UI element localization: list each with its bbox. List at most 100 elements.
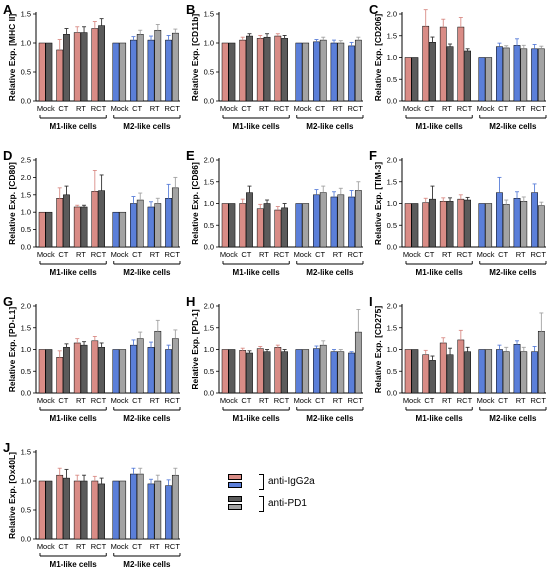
- bar-pd1-1: [246, 35, 253, 102]
- bar-igg-5: [496, 349, 503, 394]
- x-tick-label: Mock: [111, 250, 129, 259]
- bar-igg-7: [165, 39, 172, 102]
- bar-igg-4: [295, 203, 303, 248]
- y-tick-label: 0.5: [21, 367, 31, 376]
- x-tick-label: Mock: [477, 250, 495, 259]
- bar-pd1-3: [98, 190, 105, 248]
- bar-igg-5: [130, 473, 137, 540]
- bar-igg-1: [239, 350, 247, 394]
- y-tick-label: 2.0: [204, 156, 214, 165]
- panel-letter: B: [186, 2, 195, 17]
- bar-igg-1: [56, 474, 64, 540]
- x-tick-label: CT: [241, 104, 251, 113]
- bar-igg-7: [348, 196, 355, 248]
- panel-letter: C: [369, 2, 379, 17]
- panel-letter: D: [3, 148, 12, 163]
- bar-igg-2: [439, 342, 447, 394]
- bar-igg-5: [130, 203, 137, 248]
- bar-igg-1: [56, 357, 64, 394]
- x-tick-label: RT: [150, 104, 160, 113]
- y-tick-label: 2.0: [387, 10, 397, 19]
- x-tick-label: RT: [150, 396, 160, 405]
- x-tick-label: Mock: [37, 542, 55, 551]
- group-label: M1-like cells: [50, 268, 98, 277]
- bar-igg-7: [165, 485, 172, 540]
- bar-igg-4: [478, 57, 486, 102]
- x-tick-label: Mock: [220, 104, 238, 113]
- bar-pd1-6: [337, 42, 345, 102]
- x-tick-label: CT: [498, 250, 508, 259]
- group-label: M2-like cells: [123, 560, 171, 569]
- bar-igg-4: [295, 349, 303, 394]
- bar-pd1-3: [98, 483, 105, 540]
- bar-igg-4: [112, 42, 120, 102]
- bar-pd1-7: [171, 32, 179, 102]
- x-tick-label: RCT: [274, 250, 290, 259]
- panel-b: B Relative Exp. [CD11b] 0.0 0.5 1.0 1.5 Mock CT…: [183, 0, 366, 146]
- bar-pd1-4: [485, 349, 493, 394]
- bar-pd1-0: [45, 349, 53, 394]
- y-tick-label: 0.5: [387, 75, 397, 84]
- group-label: M1-like cells: [50, 122, 98, 131]
- bar-igg-4: [478, 349, 486, 394]
- bar-pd1-4: [302, 203, 310, 248]
- group-label: M2-like cells: [489, 122, 537, 131]
- x-tick-label: Mock: [403, 396, 421, 405]
- legend-swatch-m1-igg: [228, 474, 242, 480]
- bar-pd1-2: [446, 201, 454, 248]
- bar-igg-1: [422, 25, 430, 102]
- bar-pd1-6: [154, 480, 162, 540]
- bar-igg-0: [221, 349, 229, 394]
- x-tick-label: RT: [76, 104, 86, 113]
- group-label: M1-like cells: [50, 414, 98, 423]
- bar-pd1-2: [80, 32, 88, 102]
- panel-letter: I: [369, 294, 373, 309]
- panel-letter: F: [369, 148, 377, 163]
- y-tick-label: 0.5: [21, 506, 31, 515]
- y-axis-label: Relative Exp. [CD86]: [190, 162, 200, 245]
- x-tick-label: RT: [516, 250, 526, 259]
- panel-h: H Relative Exp. [PD-1] 0.0 0.5 1.0 1.5 2.0 Mock…: [183, 292, 366, 438]
- bar-igg-2: [73, 480, 81, 540]
- legend-swatches-igg: [228, 474, 242, 480]
- bar-pd1-1: [63, 477, 70, 540]
- bar-pd1-6: [337, 194, 345, 248]
- y-tick-label: 1.5: [387, 323, 397, 332]
- bar-igg-3: [457, 198, 465, 248]
- bar-igg-0: [38, 42, 46, 102]
- y-axis-label: Relative Exp. [CD11b]: [190, 14, 200, 102]
- bar-pd1-7: [537, 330, 545, 394]
- bar-pd1-6: [520, 48, 528, 102]
- bar-igg-0: [404, 349, 412, 394]
- x-tick-label: CT: [58, 542, 68, 551]
- y-axis-label: Relative Exp. [CD206]: [373, 14, 383, 102]
- y-axis-label: Relative Exp. [PD-L1]: [7, 307, 17, 393]
- bar-pd1-0: [45, 42, 53, 102]
- group-label: M2-like cells: [306, 268, 354, 277]
- bar-pd1-4: [119, 349, 127, 394]
- group-label: M1-like cells: [416, 268, 464, 277]
- bar-pd1-0: [228, 203, 236, 248]
- y-tick-label: 1.5: [204, 10, 214, 19]
- bar-igg-6: [147, 206, 155, 248]
- bar-pd1-6: [154, 29, 162, 102]
- panel-j: J Relative Exp. [Ox40L] 0.0 0.5 1.0 1.5 Mock CT…: [0, 438, 183, 584]
- x-tick-label: CT: [241, 250, 251, 259]
- x-tick-label: Mock: [294, 104, 312, 113]
- bar-pd1-7: [354, 190, 362, 248]
- legend-label-igg: anti-IgG2a: [268, 476, 315, 487]
- x-tick-label: Mock: [37, 104, 55, 113]
- legend-label-pd1: anti-PD1: [268, 498, 307, 509]
- x-tick-label: Mock: [294, 250, 312, 259]
- y-tick-label: 1.5: [204, 323, 214, 332]
- bar-igg-0: [38, 211, 46, 248]
- y-tick-label: 1.5: [387, 31, 397, 40]
- x-tick-label: CT: [424, 104, 434, 113]
- x-tick-label: RT: [333, 104, 343, 113]
- group-label: M2-like cells: [123, 414, 171, 423]
- x-tick-label: CT: [132, 542, 142, 551]
- x-tick-label: CT: [498, 104, 508, 113]
- x-tick-label: RCT: [91, 542, 107, 551]
